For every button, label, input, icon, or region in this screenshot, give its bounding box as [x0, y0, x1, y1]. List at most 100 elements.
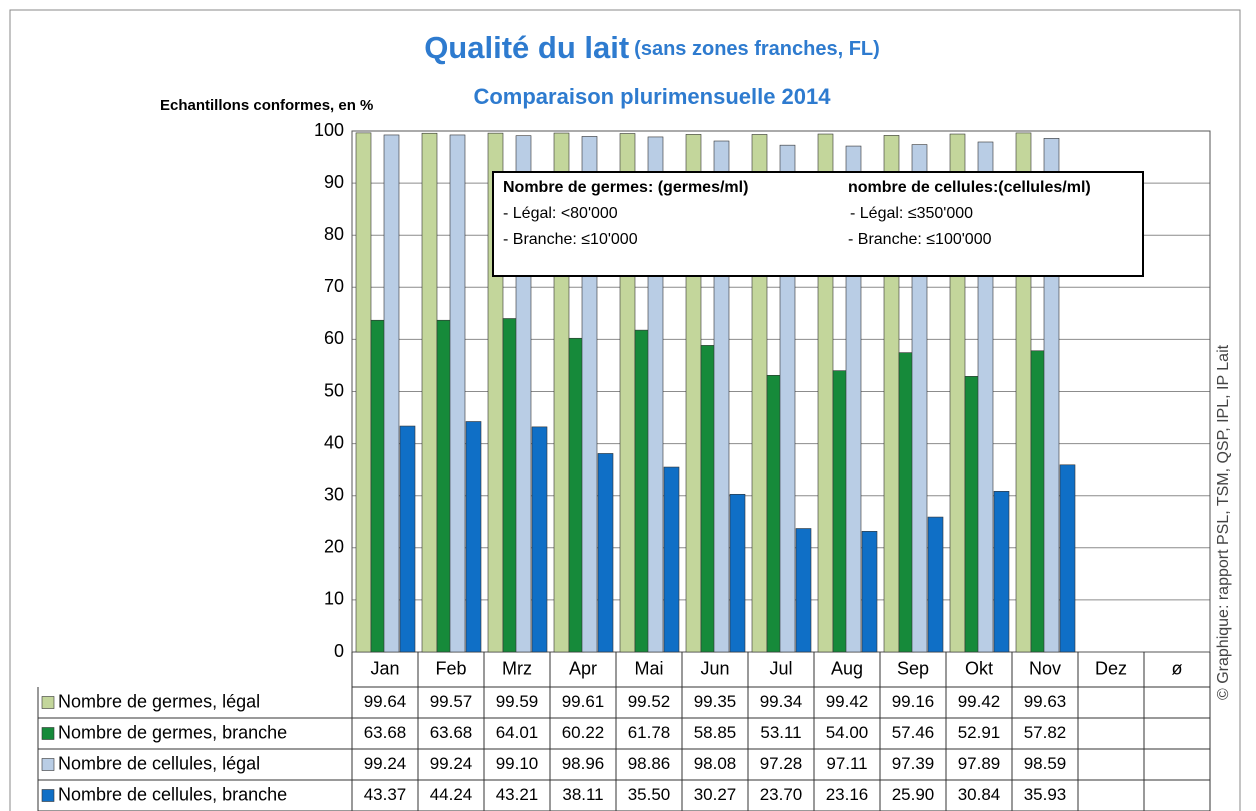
- table-value: 44.24: [430, 785, 473, 804]
- table-value: 30.84: [958, 785, 1001, 804]
- table-value: 99.61: [562, 692, 605, 711]
- y-tick-label: 80: [324, 224, 344, 244]
- table-value: 98.59: [1024, 754, 1067, 773]
- table-value: 99.24: [364, 754, 407, 773]
- legend-label: Nombre de germes, légal: [58, 691, 260, 711]
- legend-label: Nombre de cellules, légal: [58, 753, 260, 773]
- table-value: 61.78: [628, 723, 671, 742]
- bar: [355, 132, 372, 653]
- y-tick-label: 100: [314, 120, 344, 140]
- legend-swatch: [41, 727, 55, 740]
- y-tick-label: 30: [324, 484, 344, 504]
- y-tick-label: 40: [324, 432, 344, 452]
- y-axis-label: Echantillons conformes, en %: [160, 97, 373, 114]
- table-value: 25.90: [892, 785, 935, 804]
- annotation: - Légal: <80'000: [503, 205, 618, 222]
- table-value: 99.52: [628, 692, 671, 711]
- table-value: 54.00: [826, 723, 869, 742]
- table-value: 57.82: [1024, 723, 1067, 742]
- table-value: 99.57: [430, 692, 473, 711]
- table-value: 30.27: [694, 785, 737, 804]
- x-tick-label: Mai: [634, 658, 663, 678]
- table-value: 35.93: [1024, 785, 1067, 804]
- bar: [861, 531, 878, 653]
- table-value: 99.34: [760, 692, 803, 711]
- bar: [597, 453, 614, 653]
- bar: [1059, 464, 1076, 653]
- legend-label: Nombre de germes, branche: [58, 722, 287, 742]
- annotation: - Légal: ≤350'000: [850, 205, 973, 222]
- bar: [421, 132, 438, 653]
- bar: [729, 493, 746, 653]
- table-value: 97.28: [760, 754, 803, 773]
- x-tick-label: ø: [1172, 658, 1183, 678]
- table-value: 99.63: [1024, 692, 1067, 711]
- bar: [927, 516, 944, 653]
- table-value: 98.96: [562, 754, 605, 773]
- table-value: 97.39: [892, 754, 935, 773]
- y-tick-label: 60: [324, 328, 344, 348]
- legend-swatch: [41, 758, 55, 771]
- y-tick-label: 50: [324, 380, 344, 400]
- annotation: nombre de cellules:(cellules/ml): [848, 179, 1091, 196]
- bar: [465, 421, 482, 653]
- table-value: 58.85: [694, 723, 737, 742]
- bar: [993, 491, 1010, 653]
- y-tick-label: 10: [324, 589, 344, 609]
- bar: [383, 134, 400, 653]
- x-tick-label: Mrz: [502, 658, 532, 678]
- table-value: 99.64: [364, 692, 407, 711]
- annotation: - Branche: ≤10'000: [503, 231, 638, 248]
- x-tick-label: Feb: [435, 658, 466, 678]
- table-value: 38.11: [562, 785, 603, 804]
- table-value: 98.08: [694, 754, 737, 773]
- table-value: 60.22: [562, 723, 605, 742]
- table-value: 23.16: [826, 785, 869, 804]
- bar: [795, 528, 812, 653]
- legend-label: Nombre de cellules, branche: [58, 784, 287, 804]
- legend-swatch: [41, 789, 55, 802]
- table-value: 97.11: [826, 754, 867, 773]
- table-value: 35.50: [628, 785, 671, 804]
- bar: [449, 134, 466, 653]
- table-value: 99.35: [694, 692, 737, 711]
- table-value: 43.21: [496, 785, 539, 804]
- table-value: 98.86: [628, 754, 671, 773]
- table-value: 43.37: [364, 785, 407, 804]
- table-value: 99.16: [892, 692, 935, 711]
- x-tick-label: Sep: [897, 658, 929, 678]
- x-tick-label: Apr: [569, 658, 597, 678]
- x-tick-label: Jan: [370, 658, 399, 678]
- table-value: 99.24: [430, 754, 473, 773]
- title-note: (sans zones franches, FL): [634, 38, 880, 60]
- x-tick-label: Okt: [965, 658, 993, 678]
- x-tick-label: Aug: [831, 658, 863, 678]
- table-value: 57.46: [892, 723, 935, 742]
- x-tick-label: Nov: [1029, 658, 1061, 678]
- table-value: 53.11: [760, 723, 801, 742]
- table-value: 23.70: [760, 785, 803, 804]
- table-value: 99.59: [496, 692, 539, 711]
- table-value: 64.01: [496, 723, 539, 742]
- table-value: 99.42: [826, 692, 869, 711]
- table-value: 52.91: [958, 723, 1001, 742]
- x-tick-label: Jun: [700, 658, 729, 678]
- annotation-box: [492, 171, 1144, 277]
- bar: [399, 425, 416, 653]
- table-value: 63.68: [364, 723, 407, 742]
- x-tick-label: Jul: [769, 658, 792, 678]
- annotation: - Branche: ≤100'000: [848, 231, 992, 248]
- legend-swatch: [41, 696, 55, 709]
- y-tick-label: 0: [334, 641, 344, 661]
- bar: [663, 466, 680, 653]
- bar: [531, 426, 548, 653]
- table-value: 99.10: [496, 754, 539, 773]
- table-value: 97.89: [958, 754, 1001, 773]
- chart-title: Qualité du lait (sans zones franches, FL…: [424, 30, 880, 65]
- annotation: Nombre de germes: (germes/ml): [503, 179, 748, 196]
- chart-subtitle: Comparaison plurimensuelle 2014: [473, 84, 831, 109]
- y-tick-label: 90: [324, 172, 344, 192]
- title-main: Qualité du lait: [424, 30, 629, 65]
- x-tick-label: Dez: [1095, 658, 1127, 678]
